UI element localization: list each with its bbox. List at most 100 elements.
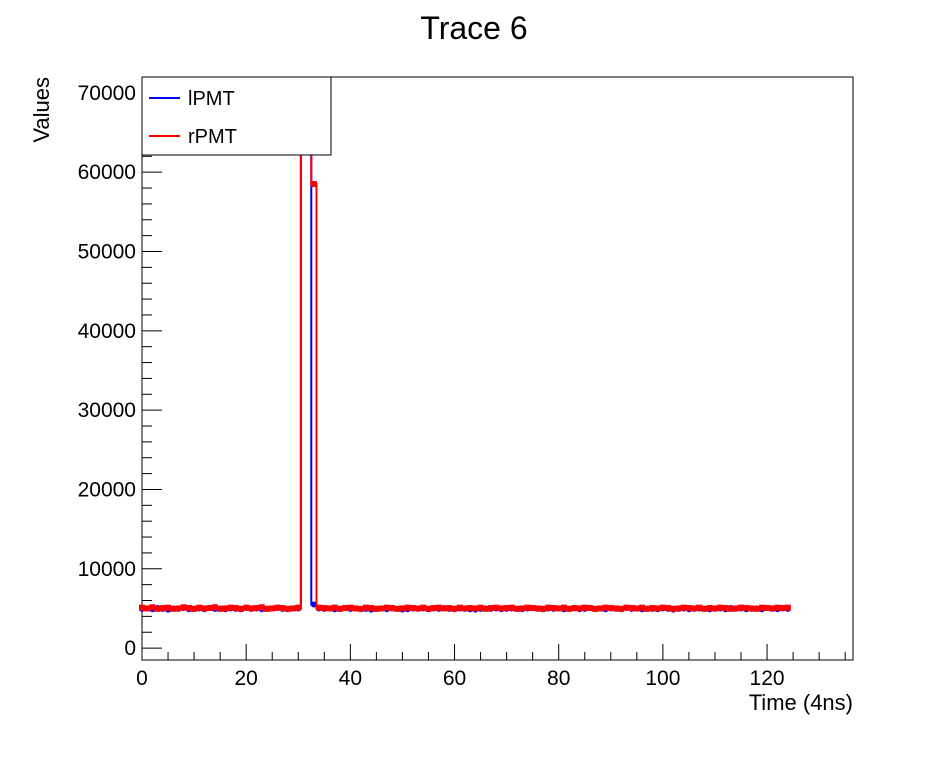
x-tick-label: 60 <box>443 667 466 690</box>
data-point-rpmt <box>665 605 672 612</box>
data-point-lpmt <box>310 601 317 608</box>
data-point-rpmt <box>607 605 614 612</box>
data-point-rpmt <box>295 604 302 611</box>
data-point-rpmt <box>331 604 338 611</box>
data-point-rpmt <box>258 604 265 611</box>
data-point-rpmt <box>342 605 349 612</box>
data-point-rpmt <box>540 605 547 612</box>
data-point-rpmt <box>514 605 521 612</box>
x-tick-label: 120 <box>750 667 785 690</box>
data-point-rpmt <box>659 604 666 611</box>
data-point-rpmt <box>711 605 718 612</box>
legend-label-rpmt: rPMT <box>188 126 237 148</box>
data-point-rpmt <box>498 605 505 612</box>
data-point-rpmt <box>139 604 145 611</box>
data-point-rpmt <box>290 605 297 612</box>
data-point-rpmt <box>717 604 724 611</box>
data-point-rpmt <box>613 605 619 612</box>
data-point-rpmt <box>748 605 755 612</box>
data-point-rpmt <box>227 604 234 611</box>
data-point-rpmt <box>321 605 328 612</box>
data-point-rpmt <box>310 181 317 188</box>
data-point-rpmt <box>680 604 687 611</box>
data-point-rpmt <box>326 605 333 612</box>
data-point-rpmt <box>524 604 531 611</box>
data-point-rpmt <box>706 605 713 612</box>
data-point-rpmt <box>211 604 218 611</box>
data-point-rpmt <box>758 604 765 611</box>
data-point-rpmt <box>764 605 771 612</box>
data-point-rpmt <box>175 605 182 612</box>
data-point-rpmt <box>560 604 567 611</box>
data-point-rpmt <box>639 604 646 611</box>
data-point-rpmt <box>644 605 651 612</box>
data-point-rpmt <box>274 604 281 611</box>
data-point-rpmt <box>753 605 760 612</box>
data-point-rpmt <box>493 604 500 611</box>
chart-title: Trace 6 <box>420 10 527 46</box>
data-point-rpmt <box>144 605 151 612</box>
data-point-rpmt <box>165 604 172 611</box>
data-point-rpmt <box>576 605 583 612</box>
data-point-rpmt <box>534 605 541 612</box>
data-point-rpmt <box>420 604 427 611</box>
data-point-rpmt <box>191 605 198 612</box>
legend: lPMT rPMT <box>141 76 332 156</box>
data-point-rpmt <box>357 605 364 612</box>
data-point-rpmt <box>253 605 260 612</box>
data-point-rpmt <box>201 605 208 612</box>
data-point-rpmt <box>670 605 677 612</box>
data-point-rpmt <box>368 605 375 612</box>
data-point-rpmt <box>430 605 437 612</box>
data-point-rpmt <box>738 604 745 611</box>
data-point-rpmt <box>623 604 630 611</box>
legend-box <box>141 76 332 156</box>
data-point-rpmt <box>628 605 635 612</box>
data-point-rpmt <box>347 604 354 611</box>
data-point-rpmt <box>435 604 442 611</box>
data-point-rpmt <box>373 605 380 612</box>
data-point-rpmt <box>654 605 661 612</box>
data-point-rpmt <box>383 604 390 611</box>
x-axis: 0 20 40 60 80 100 120 <box>136 644 846 690</box>
plot-frame <box>141 76 854 661</box>
data-point-rpmt <box>602 604 609 611</box>
data-point-rpmt <box>362 604 369 611</box>
y-tick-label: 40000 <box>78 320 136 343</box>
data-point-rpmt <box>649 605 656 612</box>
data-point-rpmt <box>696 604 703 611</box>
data-point-rpmt <box>519 605 526 612</box>
data-point-rpmt <box>675 605 682 612</box>
y-tick-label: 30000 <box>78 399 136 422</box>
data-point-rpmt <box>529 605 536 612</box>
data-point-rpmt <box>727 605 734 612</box>
data-point-rpmt <box>586 605 593 612</box>
data-point-rpmt <box>784 604 791 611</box>
data-point-rpmt <box>217 605 224 612</box>
y-tick-label: 10000 <box>78 558 136 581</box>
data-point-rpmt <box>446 605 453 612</box>
data-point-rpmt <box>732 605 739 612</box>
data-point-rpmt <box>399 605 406 612</box>
data-point-rpmt <box>508 604 515 611</box>
data-point-rpmt <box>336 605 343 612</box>
data-point-rpmt <box>170 605 177 612</box>
data-point-rpmt <box>477 604 484 611</box>
y-tick-label: 20000 <box>78 478 136 501</box>
data-point-rpmt <box>743 605 750 612</box>
data-point-rpmt <box>409 605 416 612</box>
data-point-rpmt <box>154 605 161 612</box>
data-point-rpmt <box>237 605 244 612</box>
y-axis-label: Values <box>29 77 54 143</box>
y-axis: 0 10000 20000 30000 40000 50000 60000 70000 <box>78 76 162 660</box>
data-point-rpmt <box>691 605 698 612</box>
data-point-rpmt <box>243 604 250 611</box>
data-point-rpmt <box>264 605 271 612</box>
data-point-rpmt <box>180 604 187 611</box>
data-point-rpmt <box>779 605 786 612</box>
data-point-rpmt <box>618 605 625 612</box>
data-point-rpmt <box>472 605 479 612</box>
data-point-rpmt <box>555 605 562 612</box>
x-axis-label: Time (4ns) <box>749 690 853 715</box>
